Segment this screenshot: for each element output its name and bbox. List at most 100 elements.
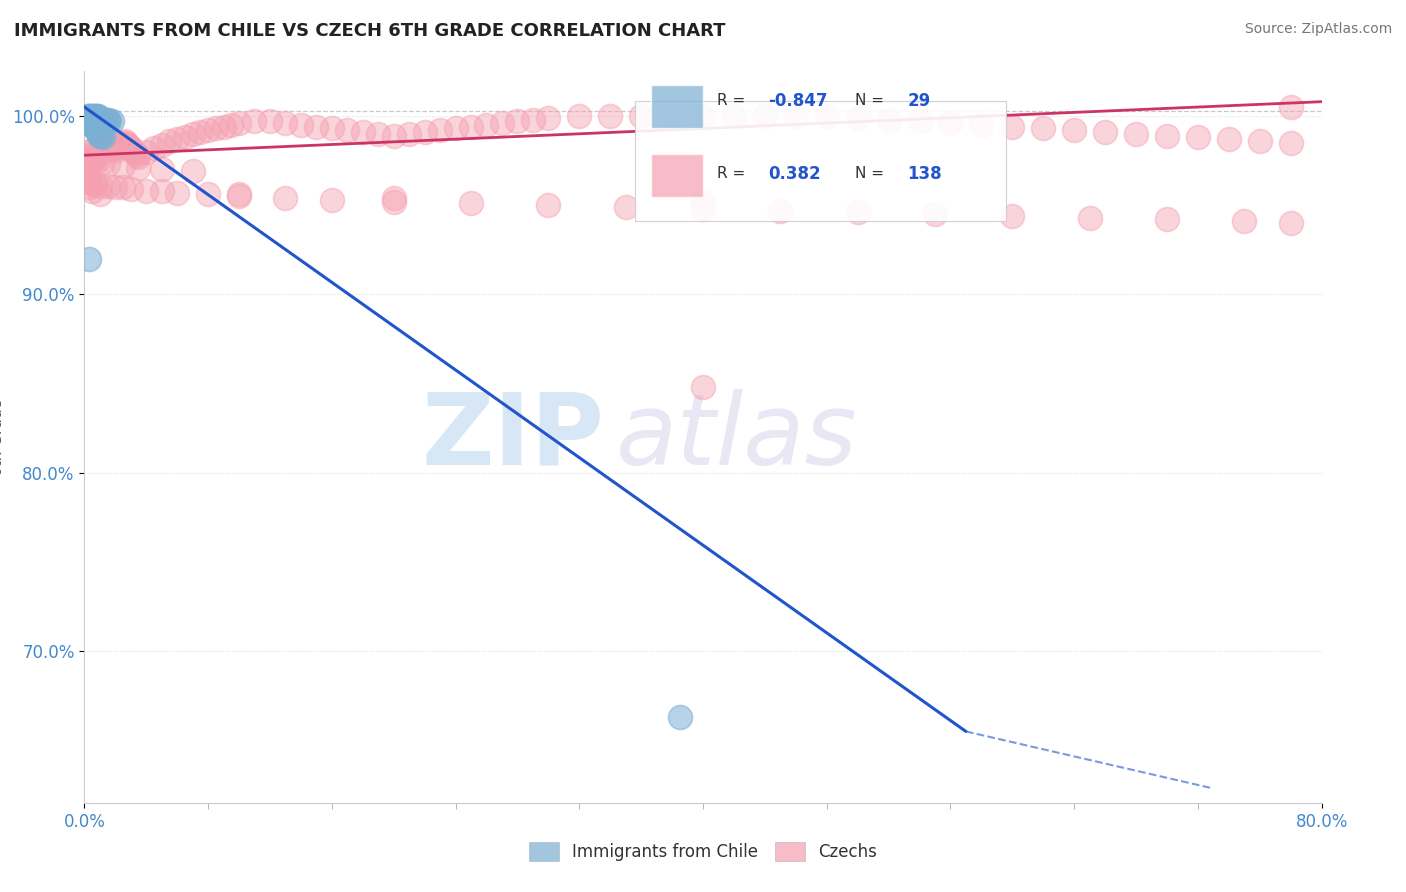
Point xyxy=(84,109,107,123)
Point xyxy=(118,139,141,153)
Point xyxy=(117,137,139,152)
Point xyxy=(86,123,108,137)
Point xyxy=(104,180,127,194)
Text: 138: 138 xyxy=(907,165,942,183)
Point xyxy=(1156,212,1178,227)
Point xyxy=(382,191,405,205)
Point xyxy=(274,191,297,205)
Point xyxy=(197,123,219,137)
Point xyxy=(877,112,900,127)
Point xyxy=(181,164,204,178)
Point xyxy=(108,139,131,153)
Point xyxy=(692,194,714,209)
Point xyxy=(970,118,993,132)
Point xyxy=(669,710,692,724)
Point xyxy=(82,118,104,132)
Point xyxy=(290,118,312,132)
Point xyxy=(96,178,118,193)
Point xyxy=(79,109,101,123)
FancyBboxPatch shape xyxy=(636,101,1007,221)
Point xyxy=(103,139,125,153)
Text: R =: R = xyxy=(717,93,749,108)
Point xyxy=(491,116,513,130)
Point xyxy=(79,150,101,164)
Point xyxy=(188,125,211,139)
Point xyxy=(77,116,100,130)
Text: R =: R = xyxy=(717,166,749,181)
Point xyxy=(84,177,107,191)
Point xyxy=(150,184,173,198)
Point xyxy=(89,187,111,202)
Point xyxy=(112,180,135,194)
Point xyxy=(75,145,97,159)
Point xyxy=(1156,128,1178,143)
Point xyxy=(846,205,869,219)
Text: 29: 29 xyxy=(907,92,931,110)
Point xyxy=(692,380,714,394)
Text: N =: N = xyxy=(855,166,889,181)
Point xyxy=(89,128,111,143)
Point xyxy=(75,171,97,186)
Point xyxy=(475,118,498,132)
Point xyxy=(135,145,157,159)
Point xyxy=(107,141,129,155)
Point xyxy=(1218,132,1240,146)
Point xyxy=(537,198,560,212)
Point xyxy=(114,134,136,148)
Point xyxy=(1001,120,1024,134)
Point xyxy=(219,118,242,132)
Point xyxy=(1187,130,1209,145)
Point xyxy=(86,109,108,123)
Point xyxy=(212,120,235,134)
Point xyxy=(1279,100,1302,114)
Point xyxy=(82,109,104,123)
Point xyxy=(89,178,111,193)
Point xyxy=(90,141,112,155)
Point xyxy=(120,182,142,196)
Text: ZIP: ZIP xyxy=(422,389,605,485)
Point xyxy=(100,139,122,153)
Point xyxy=(112,159,135,173)
Point xyxy=(150,137,173,152)
Point xyxy=(91,130,114,145)
Point xyxy=(96,143,118,157)
Point xyxy=(1279,136,1302,150)
Point xyxy=(197,187,219,202)
Point xyxy=(815,109,838,123)
Point xyxy=(125,148,148,162)
Text: IMMIGRANTS FROM CHILE VS CZECH 6TH GRADE CORRELATION CHART: IMMIGRANTS FROM CHILE VS CZECH 6TH GRADE… xyxy=(14,22,725,40)
Point xyxy=(205,121,228,136)
Point xyxy=(228,189,250,203)
Point xyxy=(692,109,714,123)
Point xyxy=(112,136,135,150)
Point xyxy=(83,177,105,191)
Point xyxy=(599,109,621,123)
Point xyxy=(96,112,118,127)
Point xyxy=(77,109,100,123)
FancyBboxPatch shape xyxy=(651,85,703,128)
Point xyxy=(77,180,100,194)
Point xyxy=(460,120,482,134)
Text: N =: N = xyxy=(855,93,889,108)
FancyBboxPatch shape xyxy=(651,154,703,197)
Point xyxy=(181,127,204,141)
Point xyxy=(77,252,100,266)
Point xyxy=(121,143,143,157)
Point xyxy=(76,114,98,128)
Point xyxy=(630,109,652,123)
Point xyxy=(122,145,145,159)
Point xyxy=(321,121,343,136)
Point xyxy=(90,128,112,143)
Point xyxy=(166,186,188,200)
Point xyxy=(398,127,420,141)
Point xyxy=(82,152,104,166)
Point xyxy=(86,146,108,161)
Point xyxy=(174,130,197,145)
Point xyxy=(104,141,127,155)
Point xyxy=(1078,211,1101,225)
Point xyxy=(105,143,128,157)
Point xyxy=(86,153,108,168)
Point xyxy=(120,141,142,155)
Point xyxy=(769,203,792,218)
Point xyxy=(150,162,173,177)
